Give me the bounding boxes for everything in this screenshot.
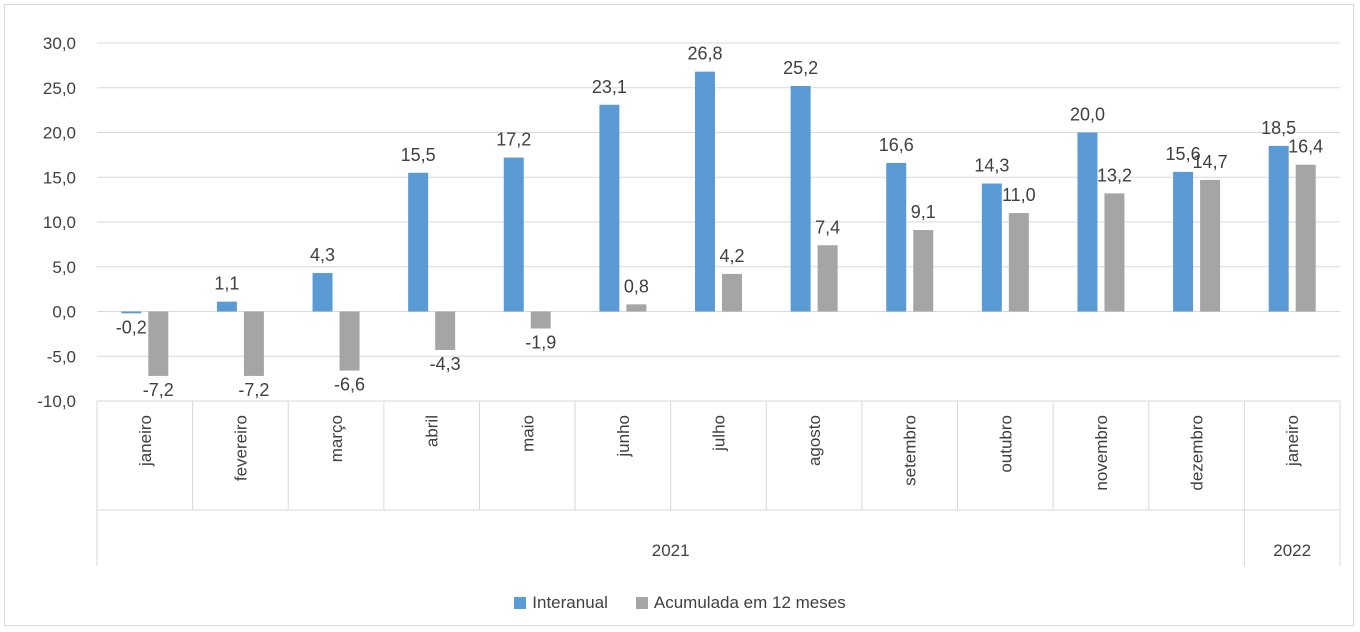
bar-acumulada — [339, 311, 360, 371]
data-label-acumulada: 4,2 — [719, 246, 744, 266]
data-label-acumulada: 7,4 — [815, 217, 840, 237]
y-tick-label: 25,0 — [43, 79, 76, 98]
bar-acumulada — [1200, 179, 1221, 312]
bar-chart: 30,0 25,0 20,0 15,0 10,0 5,0 0,0 -5,0 -10,0 -0,2 -… — [37, 34, 1341, 566]
x-tick-label: junho — [614, 415, 633, 458]
data-label-acumulada: 13,2 — [1097, 165, 1132, 185]
bar-interanual — [599, 104, 620, 312]
y-tick-label: 5,0 — [52, 258, 76, 277]
data-label-acumulada: -6,6 — [334, 375, 365, 395]
bar-interanual — [981, 183, 1002, 312]
data-label-interanual: 26,8 — [687, 44, 722, 64]
bar-interanual — [886, 162, 907, 312]
bar-acumulada — [817, 245, 838, 312]
x-tick-label: janeiro — [1283, 415, 1302, 467]
y-tick-label: 15,0 — [43, 168, 76, 187]
data-label-interanual: 15,5 — [401, 145, 436, 165]
x-tick-label: março — [327, 415, 346, 462]
x-tick-label: outubro — [996, 415, 1015, 473]
y-tick-label: 30,0 — [43, 34, 76, 53]
chart-legend: Interanual Acumulada em 12 meses — [0, 590, 1360, 616]
bar-acumulada — [243, 311, 264, 376]
data-label-interanual: -0,2 — [116, 317, 147, 337]
data-label-interanual: 18,5 — [1261, 118, 1296, 138]
data-label-acumulada: 11,0 — [1002, 185, 1036, 205]
bar-acumulada — [530, 311, 551, 329]
legend-label-interanual: Interanual — [532, 593, 608, 612]
data-label-interanual: 17,2 — [496, 130, 531, 150]
y-tick-label: 0,0 — [52, 303, 76, 322]
data-label-acumulada: -7,2 — [238, 380, 269, 400]
bar-interanual — [503, 157, 524, 312]
bar-acumulada — [435, 311, 456, 350]
data-label-interanual: 20,0 — [1070, 105, 1105, 125]
bar-interanual — [408, 172, 429, 312]
bar-acumulada — [626, 304, 647, 312]
data-label-acumulada: 0,8 — [624, 276, 649, 296]
x-tick-label: dezembro — [1188, 415, 1207, 491]
y-tick-label: 20,0 — [43, 124, 76, 143]
y-tick-label: -10,0 — [37, 392, 76, 411]
data-label-acumulada: 9,1 — [911, 202, 936, 222]
x-tick-label: setembro — [901, 415, 920, 486]
data-label-acumulada: 14,7 — [1193, 152, 1228, 172]
bar-interanual — [1268, 145, 1289, 312]
data-label-acumulada: 16,4 — [1288, 137, 1323, 157]
y-tick-label: 10,0 — [43, 213, 76, 232]
x-tick-label: novembro — [1092, 415, 1111, 491]
bar-acumulada — [722, 273, 742, 312]
bar-interanual — [121, 311, 142, 314]
bar-interanual — [216, 301, 237, 312]
bar-interanual — [1173, 171, 1194, 312]
legend-swatch-acumulada — [635, 597, 648, 609]
bar-acumulada — [1104, 193, 1125, 312]
legend-label-acumulada: Acumulada em 12 meses — [653, 593, 846, 612]
bar-interanual — [1077, 132, 1098, 312]
year-label: 2021 — [652, 541, 690, 560]
bar-interanual — [790, 85, 811, 312]
data-label-interanual: 1,1 — [214, 274, 239, 294]
bar-interanual — [312, 273, 333, 312]
x-tick-label: janeiro — [136, 415, 155, 467]
legend-item-acumulada: Acumulada em 12 meses — [635, 593, 846, 613]
x-tick-label: julho — [710, 415, 729, 452]
bar-acumulada — [148, 311, 169, 376]
x-tick-label: abril — [423, 415, 442, 447]
y-tick-label: -5,0 — [47, 347, 76, 366]
bar-acumulada — [913, 230, 934, 312]
bar-acumulada — [1295, 164, 1316, 312]
chart-frame — [4, 4, 1354, 626]
year-label: 2022 — [1273, 541, 1311, 560]
x-tick-label: agosto — [805, 415, 824, 466]
bar-interanual — [695, 71, 715, 312]
data-label-interanual: 16,6 — [879, 135, 914, 155]
bar-acumulada — [1008, 213, 1029, 312]
x-tick-label: maio — [518, 415, 537, 452]
data-label-interanual: 14,3 — [974, 156, 1009, 176]
data-label-interanual: 4,3 — [310, 245, 335, 265]
data-label-interanual: 25,2 — [783, 58, 818, 78]
data-label-interanual: 23,1 — [592, 77, 627, 97]
legend-item-interanual: Interanual — [514, 593, 608, 613]
data-label-acumulada: -1,9 — [525, 333, 556, 353]
data-label-interanual: 15,6 — [1166, 144, 1201, 164]
data-label-acumulada: -7,2 — [143, 380, 174, 400]
data-label-acumulada: -4,3 — [430, 354, 461, 374]
x-tick-label: fevereiro — [231, 415, 250, 481]
legend-swatch-interanual — [514, 597, 527, 609]
